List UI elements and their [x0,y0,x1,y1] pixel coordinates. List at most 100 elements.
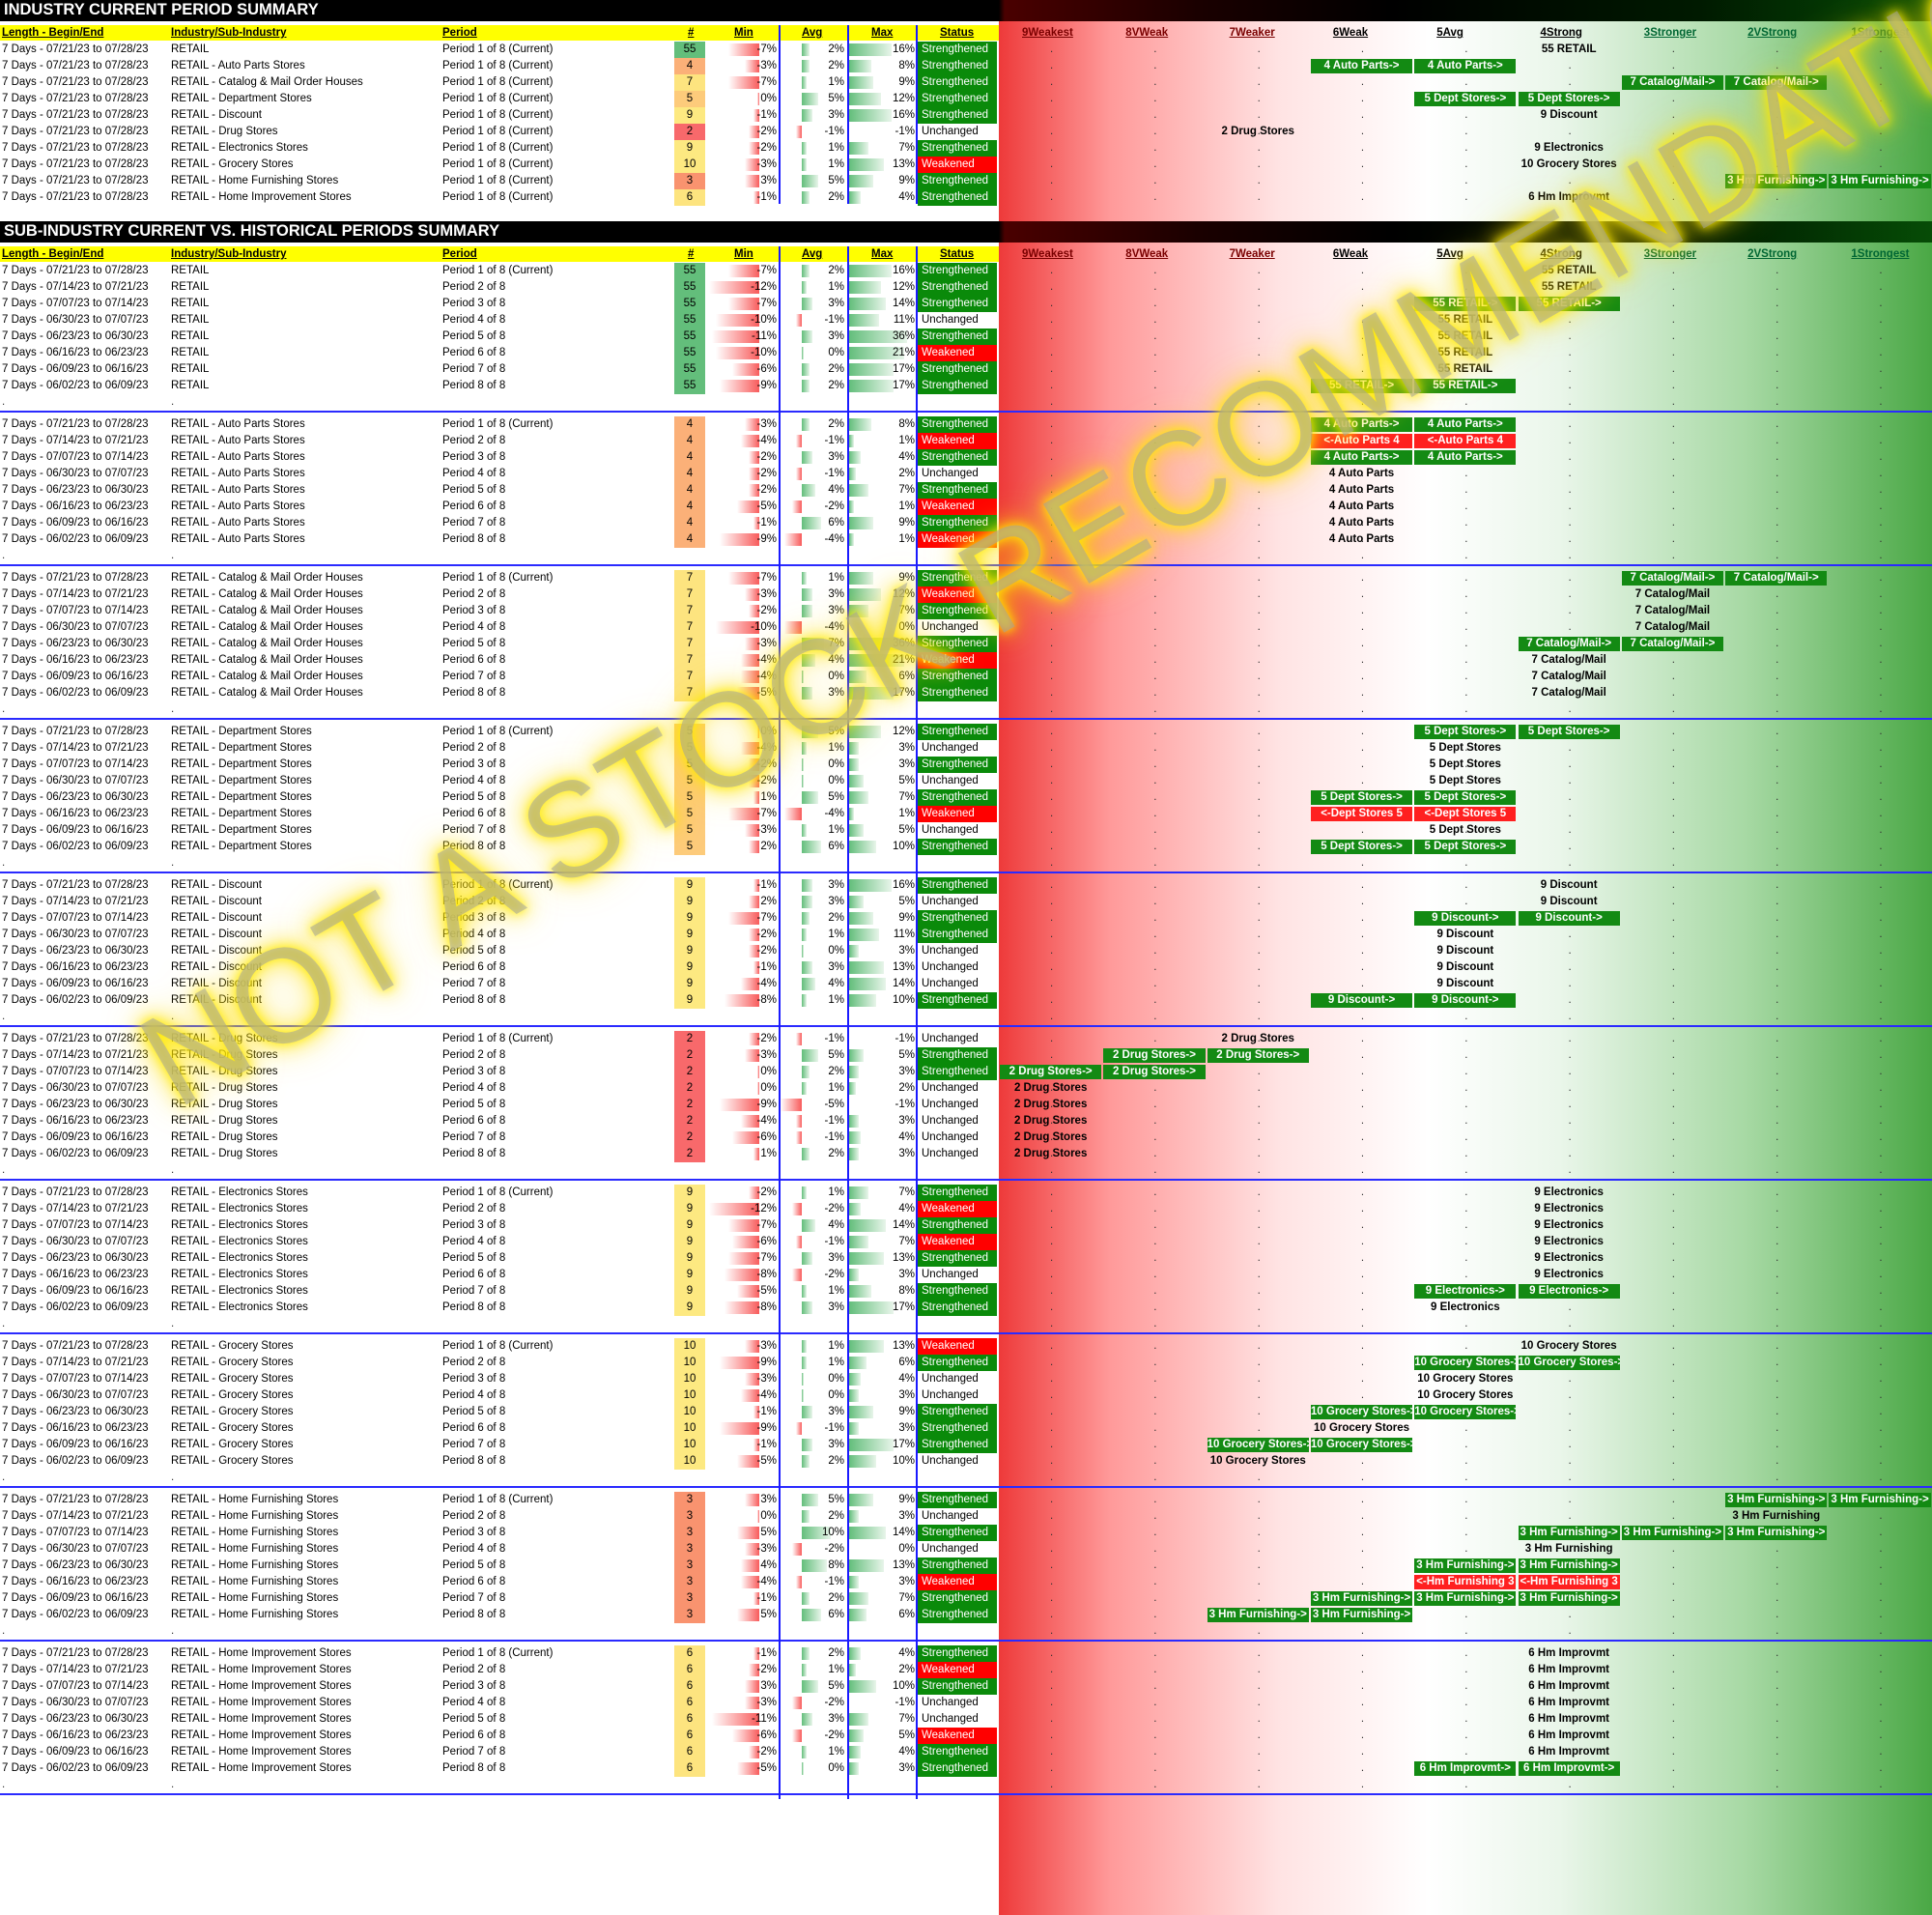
count-cell: 10 [674,1387,705,1404]
avg-bar [802,978,815,990]
max-bar [849,1559,884,1572]
period-cell: Period 5 of 8 [442,1406,506,1417]
min-value: -10% [751,621,777,633]
min-value: -4% [756,671,777,682]
avg-value: 1% [828,824,844,836]
min-bar [749,841,759,853]
min-value: -2% [756,605,777,616]
avg-bar [802,451,812,464]
grid-dot: . [1257,109,1261,121]
level-move-box: 3 Hm Furnishing-> [1310,1608,1413,1622]
blank-row: ........... [0,855,1932,872]
period-cell: Period 5 of 8 [442,1252,506,1264]
level-label: 2 Drug Stores [1013,1082,1088,1094]
grid-dot: . [1776,808,1779,819]
level-move-box: 3 Hm Furnishing-> [1829,1493,1931,1507]
max-bar [849,93,882,105]
industry-cell: RETAIL - Grocery Stores [171,1406,294,1417]
grid-dot: . [1257,912,1261,924]
count-cell: 55 [674,329,705,345]
count-cell: 9 [674,1185,705,1201]
grid-dot: . [1671,468,1675,479]
grid-dot: . [1153,281,1157,293]
min-value: -7% [756,265,777,276]
grid-dot: . [1568,500,1572,512]
grid-dot: . [1153,1148,1157,1159]
grid-dot: . [1464,824,1468,836]
period-cell: Period 4 of 8 [442,621,506,633]
length-cell: 7 Days - 06/02/23 to 06/09/23 [2,1609,149,1620]
grid-dot: . [1360,775,1365,786]
grid-dot: . [1050,175,1054,186]
table-row: 7 Days - 06/30/23 to 07/07/23 RETAIL - Di… [0,927,1932,943]
avg-value: 0% [828,1389,844,1401]
grid-dot: . [1568,1389,1572,1401]
grid-dot: . [1879,1543,1883,1555]
period-cell: Period 1 of 8 (Current) [442,60,554,71]
grid-dot: . [1568,994,1572,1006]
avg-bar [802,929,807,941]
grid-dot: . [1464,1625,1468,1637]
count-cell: 6 [674,189,705,206]
grid-dot: . [1776,1219,1779,1231]
industry-cell: RETAIL - Auto Parts Stores [171,60,305,71]
grid-dot: . [1671,1779,1675,1790]
count-cell: 55 [674,279,705,296]
status-cell: Strengthened [918,910,997,927]
avg-value: 5% [828,726,844,737]
avg-value: 4% [828,1219,844,1231]
status-cell: Strengthened [918,42,997,58]
grid-dot: . [1879,929,1883,940]
grid-dot: . [1464,1680,1468,1692]
level-move-box: 5 Dept Stores-> [1518,92,1620,106]
level-label: 9 Electronics [1534,1252,1604,1264]
industry-cell: RETAIL - Department Stores [171,791,312,803]
table-row: 7 Days - 06/09/23 to 06/16/23 RETAIL - Gr… [0,1437,1932,1453]
grid-dot: . [1464,1389,1468,1401]
grid-dot: . [1879,550,1883,561]
min-bar [745,1697,759,1709]
min-value: 0% [760,1510,777,1522]
grid-dot: . [1360,517,1365,529]
min-value: 5% [760,1609,777,1620]
level-label: 9 Electronics [1534,1269,1604,1280]
grid-dot: . [1050,929,1054,940]
min-bar [740,742,759,755]
grid-dot: . [1050,1269,1054,1280]
count-cell: 9 [674,992,705,1009]
max-value: 9% [898,1406,915,1417]
grid-dot: . [1464,1472,1468,1483]
length-cell: 7 Days - 06/16/23 to 06/23/23 [2,961,149,973]
grid-dot: . [1360,605,1365,616]
grid-dot: . [1050,1647,1054,1659]
max-bar [849,517,874,529]
count-cell: 6 [674,1678,705,1695]
grid-dot: . [1153,1301,1157,1313]
max-value: 12% [892,93,915,104]
grid-dot: . [1153,703,1157,715]
grid-dot: . [1879,1219,1883,1231]
max-value: 17% [892,1301,915,1313]
grid-dot: . [1464,76,1468,88]
status-cell: Unchanged [918,1097,997,1113]
min-bar [716,314,759,327]
grid-dot: . [1568,1252,1572,1264]
grid-dot: . [1360,638,1365,649]
count-cell: 3 [674,1574,705,1590]
grid-dot: . [1879,1406,1883,1417]
status-cell: Strengthened [918,1420,997,1437]
count-cell: 9 [674,894,705,910]
grid-dot: . [1360,621,1365,633]
avg-bar [802,791,818,804]
count-cell: 3 [674,173,705,189]
grid-dot: . [1776,500,1779,512]
period-cell: Period 6 of 8 [442,961,506,973]
min-bar [740,671,759,683]
grid-dot: . [1464,484,1468,496]
group-separator [0,1025,1932,1027]
grid-dot: . [1257,857,1261,869]
section-title-historical: SUB-INDUSTRY CURRENT VS. HISTORICAL PERI… [4,222,500,240]
min-bar [720,1099,759,1111]
length-cell: 7 Days - 06/23/23 to 06/30/23 [2,945,149,957]
min-bar [749,758,759,771]
